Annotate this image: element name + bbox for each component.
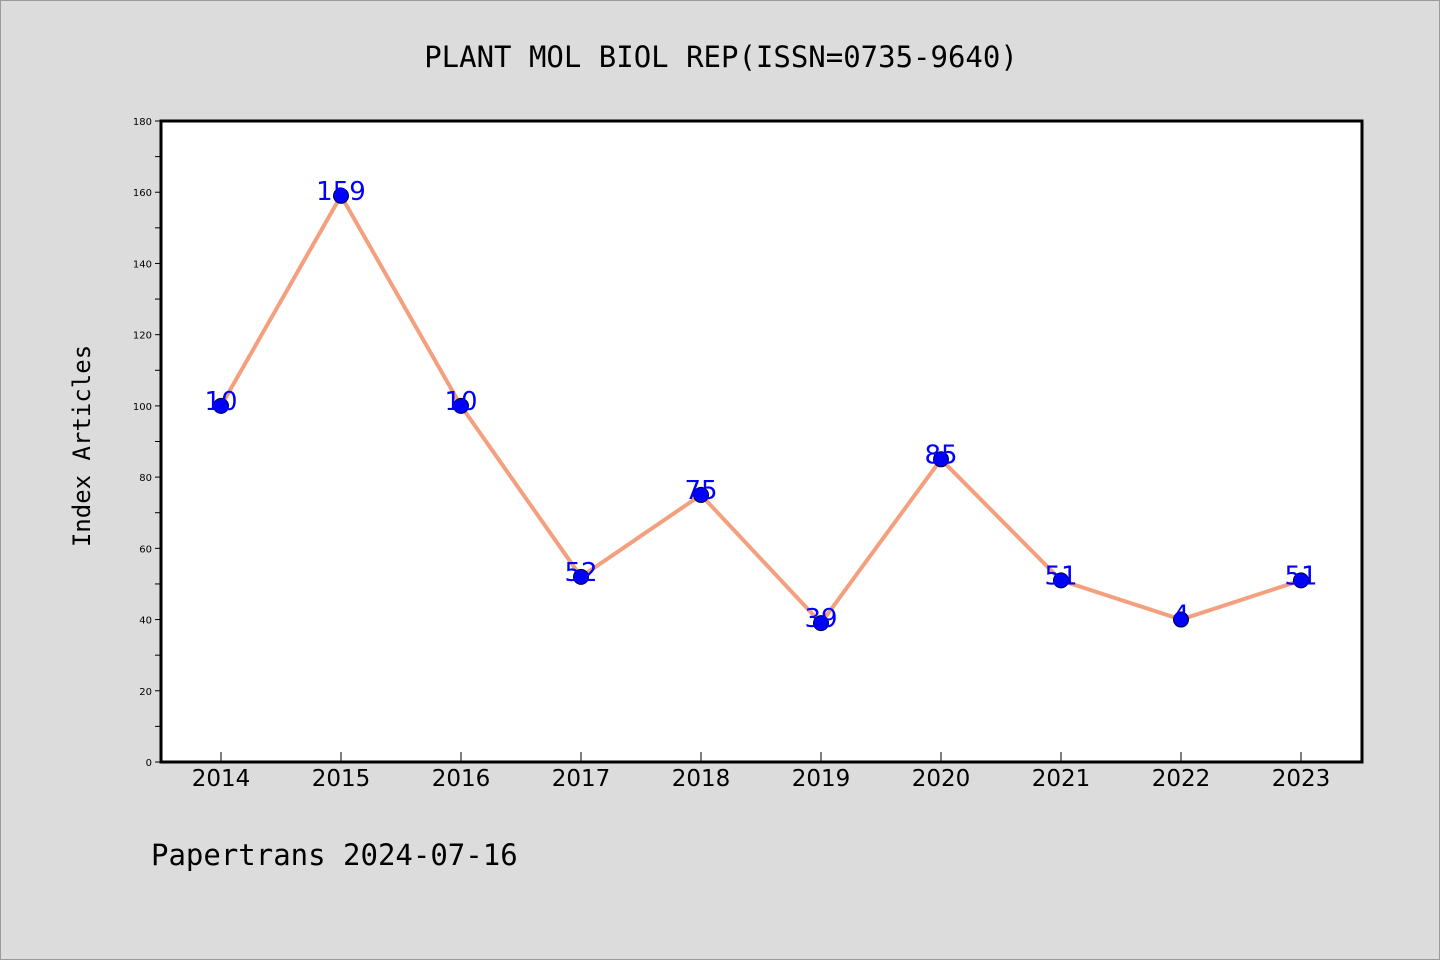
y-axis-label: Index Articles: [68, 345, 96, 547]
y-axis: 0 20 40 60 80 100 120 140 160 180: [133, 117, 161, 769]
x-tick-label: 2014: [192, 766, 251, 792]
data-label: 10: [444, 387, 477, 417]
x-tick-label: 2019: [792, 766, 851, 792]
data-label: 51: [1284, 561, 1317, 591]
data-point: [1293, 572, 1309, 589]
y-tick-label: 100: [133, 402, 152, 413]
y-tick-label: 160: [133, 188, 152, 199]
series-line: [219, 193, 1302, 626]
data-label: 4: [1173, 601, 1190, 631]
x-tick-label: 2020: [912, 766, 971, 792]
x-tick-label: 2017: [552, 766, 611, 792]
y-tick-label: 80: [139, 473, 152, 484]
data-point: [1053, 572, 1069, 589]
data-point: [453, 397, 469, 414]
data-point: [933, 451, 949, 468]
y-tick-label: 140: [133, 259, 152, 270]
y-tick-label: 40: [139, 616, 152, 627]
data-label: 10: [204, 387, 237, 417]
data-label: 85: [924, 440, 957, 470]
data-label: 159: [316, 177, 366, 207]
data-point: [1173, 611, 1189, 628]
data-point: [813, 615, 829, 632]
data-point: [693, 486, 709, 503]
x-tick-label: 2018: [672, 766, 731, 792]
x-tick-label: 2023: [1272, 766, 1331, 792]
chart-title: PLANT MOL BIOL REP(ISSN=0735-9640): [424, 40, 1018, 74]
y-tick-label: 120: [133, 331, 152, 342]
y-tick-label: 0: [146, 758, 152, 769]
x-tick-label: 2015: [312, 766, 371, 792]
plot-area: [159, 119, 1364, 764]
x-tick-label: 2021: [1032, 766, 1091, 792]
data-label: 52: [564, 558, 597, 588]
x-tick-label: 2022: [1152, 766, 1211, 792]
data-point: [573, 568, 589, 585]
x-axis: 2014 2015 2016 2017 2018 2019 2020 2021 2022 2023: [192, 752, 1331, 792]
y-tick-label: 60: [139, 544, 152, 555]
y-tick-label: 20: [139, 687, 152, 698]
data-label: 51: [1044, 561, 1077, 591]
data-point: [213, 397, 229, 414]
x-tick-label: 2016: [432, 766, 491, 792]
y-tick-label: 180: [133, 117, 152, 128]
footer-text: Papertrans 2024-07-16: [151, 838, 518, 872]
data-point: [333, 187, 349, 204]
data-label: 39: [804, 604, 837, 634]
series-layer: 10 159 10 52 75 39 85 51 4 51: [204, 177, 1317, 634]
data-label: 75: [684, 476, 717, 506]
